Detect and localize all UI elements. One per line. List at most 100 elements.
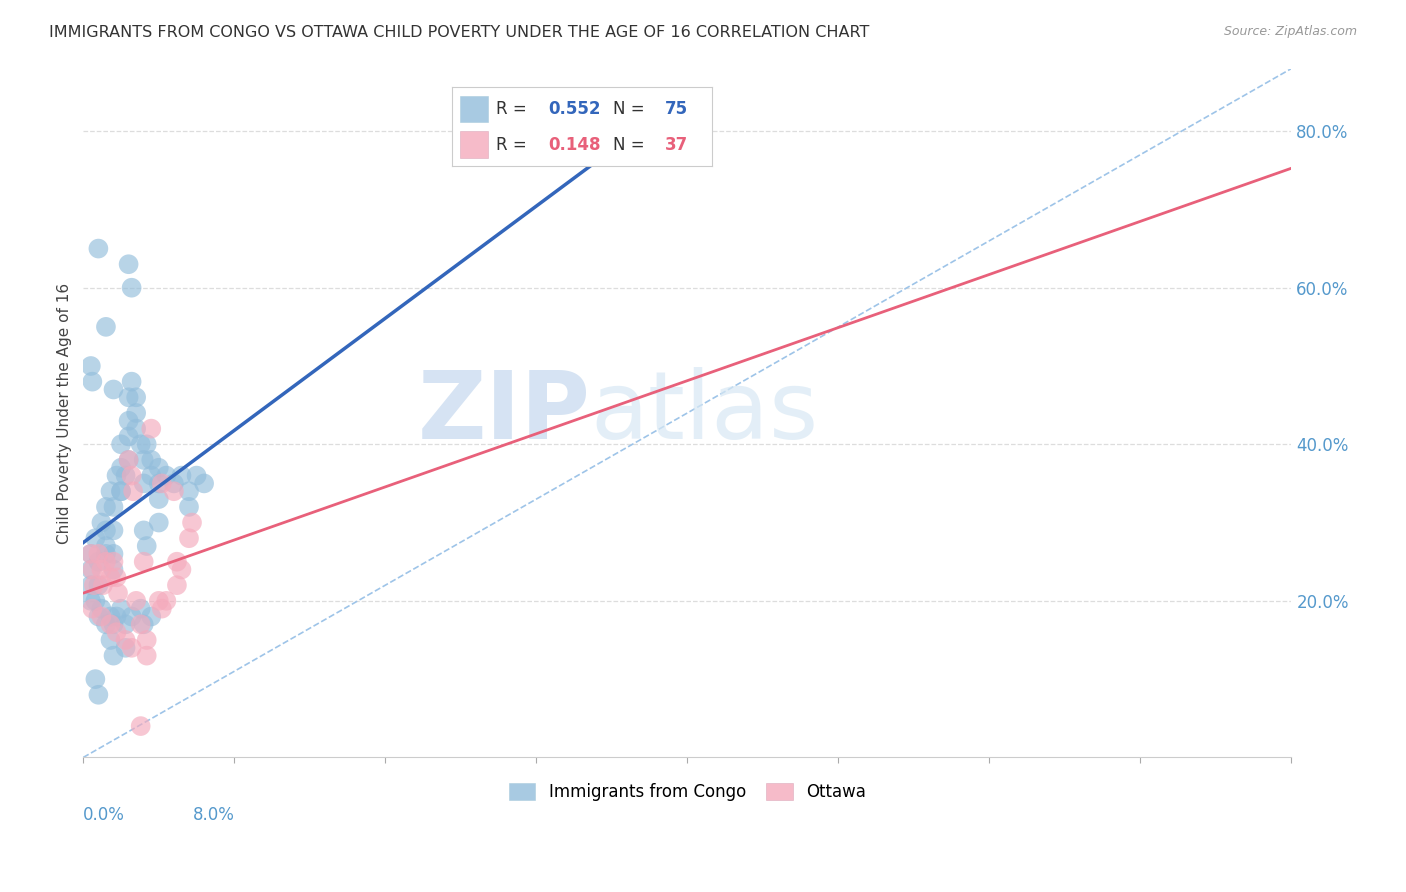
Point: [80, 578, 103, 592]
Point: [125, 406, 148, 420]
Text: 0.0%: 0.0%: [83, 805, 125, 823]
Point: [110, 437, 132, 451]
Point: [148, 594, 170, 608]
Point: [103, 383, 125, 397]
Point: [105, 625, 128, 640]
Point: [121, 468, 143, 483]
Point: [103, 617, 125, 632]
Point: [148, 460, 170, 475]
Point: [132, 555, 155, 569]
Point: [125, 594, 148, 608]
Point: [103, 500, 125, 514]
Point: [163, 484, 186, 499]
Point: [114, 617, 136, 632]
Point: [117, 257, 139, 271]
Point: [100, 484, 122, 499]
Point: [186, 468, 208, 483]
Point: [155, 468, 177, 483]
Point: [132, 476, 155, 491]
Point: [94, 555, 117, 569]
Point: [122, 484, 145, 499]
Point: [94, 524, 117, 538]
Point: [87, 555, 110, 569]
Point: [121, 281, 143, 295]
Point: [87, 688, 110, 702]
Point: [117, 453, 139, 467]
Point: [135, 648, 157, 663]
Point: [148, 476, 170, 491]
Point: [90, 562, 112, 576]
Point: [110, 484, 132, 499]
Text: atlas: atlas: [591, 367, 818, 459]
Point: [114, 640, 136, 655]
Point: [125, 422, 148, 436]
Point: [141, 609, 163, 624]
Point: [94, 617, 117, 632]
Point: [141, 453, 163, 467]
Point: [110, 601, 132, 615]
Point: [129, 437, 152, 451]
Point: [181, 516, 204, 530]
Point: [87, 547, 110, 561]
Point: [90, 516, 112, 530]
Point: [170, 562, 193, 576]
Point: [103, 562, 125, 576]
Point: [100, 609, 122, 624]
Point: [166, 555, 188, 569]
Text: IMMIGRANTS FROM CONGO VS OTTAWA CHILD POVERTY UNDER THE AGE OF 16 CORRELATION CH: IMMIGRANTS FROM CONGO VS OTTAWA CHILD PO…: [49, 25, 869, 40]
Point: [148, 516, 170, 530]
Point: [90, 601, 112, 615]
Point: [177, 500, 200, 514]
Point: [80, 562, 103, 576]
Point: [94, 539, 117, 553]
Point: [103, 555, 125, 569]
Point: [132, 617, 155, 632]
Point: [82, 562, 104, 576]
Point: [94, 500, 117, 514]
Point: [82, 601, 104, 615]
Point: [87, 242, 110, 256]
Text: 8.0%: 8.0%: [193, 805, 235, 823]
Point: [193, 476, 215, 491]
Point: [103, 547, 125, 561]
Point: [135, 632, 157, 647]
Point: [135, 437, 157, 451]
Point: [155, 594, 177, 608]
Point: [94, 319, 117, 334]
Point: [163, 476, 186, 491]
Point: [107, 586, 129, 600]
Point: [110, 460, 132, 475]
Point: [129, 719, 152, 733]
Point: [121, 609, 143, 624]
Point: [105, 609, 128, 624]
Point: [87, 609, 110, 624]
Point: [84, 531, 107, 545]
Point: [141, 422, 163, 436]
Point: [84, 672, 107, 686]
Point: [121, 640, 143, 655]
Text: Source: ZipAtlas.com: Source: ZipAtlas.com: [1223, 25, 1357, 38]
Point: [100, 570, 122, 584]
Point: [177, 484, 200, 499]
Point: [166, 578, 188, 592]
Point: [80, 547, 103, 561]
Point: [80, 359, 103, 373]
Point: [150, 601, 173, 615]
Point: [132, 524, 155, 538]
Point: [83, 578, 105, 592]
Point: [80, 594, 103, 608]
Point: [125, 390, 148, 404]
Point: [114, 632, 136, 647]
Point: [114, 468, 136, 483]
Point: [87, 578, 110, 592]
Point: [129, 601, 152, 615]
Point: [103, 648, 125, 663]
Point: [117, 414, 139, 428]
Point: [170, 468, 193, 483]
Point: [100, 617, 122, 632]
Point: [117, 429, 139, 443]
Point: [117, 390, 139, 404]
Point: [94, 547, 117, 561]
Point: [80, 547, 103, 561]
Point: [141, 468, 163, 483]
